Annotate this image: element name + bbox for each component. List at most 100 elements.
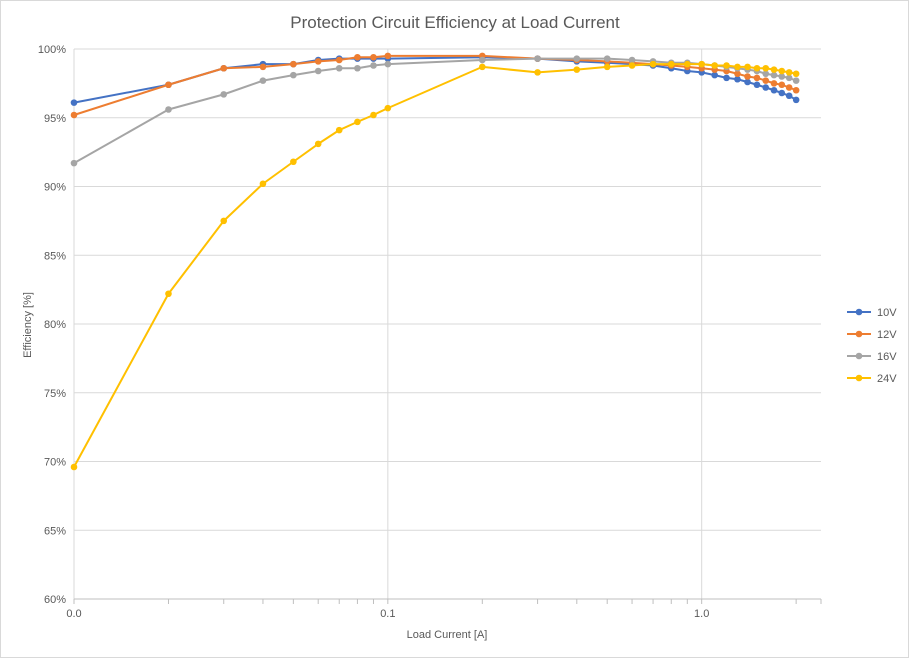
data-point-16V — [354, 64, 361, 72]
data-point-12V — [792, 86, 800, 94]
legend: 10V 12V 16V 24V — [847, 307, 897, 385]
data-point-12V — [785, 84, 793, 91]
data-point-12V — [384, 52, 392, 60]
data-point-16V — [335, 64, 343, 72]
data-point-10V — [711, 71, 718, 79]
data-point-12V — [762, 77, 770, 84]
data-point-24V — [573, 66, 581, 73]
data-point-16V — [785, 74, 793, 82]
data-point-12V — [734, 70, 741, 78]
data-point-12V — [70, 111, 78, 119]
y-tick-label: 85% — [44, 250, 66, 262]
data-point-24V — [314, 140, 322, 148]
legend-label: 24V — [877, 373, 897, 385]
data-point-16V — [314, 67, 322, 75]
data-point-24V — [479, 63, 486, 71]
y-tick-label: 65% — [44, 525, 66, 537]
data-point-10V — [762, 84, 770, 91]
data-point-24V — [384, 104, 392, 112]
y-tick-label: 100% — [38, 44, 66, 56]
data-point-24V — [792, 70, 800, 78]
legend-swatch-marker — [855, 308, 863, 316]
data-point-12V — [314, 58, 322, 65]
y-tick-label: 75% — [44, 388, 66, 400]
gridlines — [73, 48, 821, 600]
data-point-24V — [259, 180, 267, 188]
chart-title: Protection Circuit Efficiency at Load Cu… — [290, 13, 620, 32]
data-point-24V — [290, 158, 297, 166]
data-point-10V — [785, 92, 793, 100]
data-point-24V — [762, 64, 770, 72]
legend-label: 10V — [877, 307, 897, 319]
data-point-16V — [370, 62, 377, 69]
y-tick-label: 60% — [44, 594, 66, 606]
series-lines — [70, 52, 800, 471]
x-axis-title: Load Current [A] — [407, 629, 488, 641]
data-point-24V — [220, 217, 228, 225]
data-point-10V — [734, 75, 741, 83]
data-point-10V — [778, 89, 786, 97]
data-point-24V — [649, 60, 657, 68]
data-point-12V — [778, 81, 786, 89]
data-point-12V — [290, 60, 297, 68]
legend-entry-12V: 12V — [847, 329, 897, 341]
data-point-12V — [165, 81, 172, 89]
data-point-24V — [70, 463, 78, 471]
data-point-24V — [744, 63, 751, 71]
data-point-12V — [335, 56, 343, 64]
data-point-10V — [753, 81, 761, 89]
data-point-12V — [744, 73, 751, 80]
y-axis-title: Efficiency [%] — [22, 292, 34, 358]
x-tick-label: 1.0 — [694, 608, 709, 620]
series-line-16V — [73, 57, 797, 164]
data-point-10V — [744, 78, 751, 86]
legend-entry-24V: 24V — [847, 373, 897, 385]
data-point-16V — [573, 55, 581, 62]
data-point-12V — [354, 53, 361, 61]
data-point-10V — [723, 74, 730, 82]
data-point-24V — [165, 290, 172, 298]
series-line-24V — [73, 63, 797, 468]
data-point-24V — [770, 66, 778, 73]
y-tick-label: 80% — [44, 319, 66, 331]
data-point-10V — [792, 96, 800, 104]
data-point-24V — [667, 60, 675, 68]
data-point-12V — [370, 53, 377, 61]
y-tick-label: 70% — [44, 457, 66, 469]
legend-label: 16V — [877, 351, 897, 363]
data-point-24V — [711, 62, 718, 69]
data-point-16V — [384, 60, 392, 68]
legend-entry-10V: 10V — [847, 307, 897, 319]
data-point-16V — [165, 106, 172, 113]
data-point-16V — [762, 70, 770, 78]
data-point-24V — [734, 63, 741, 71]
axes: 60% 65% 70% 75% 80% 85% 90% 95% 100% 0.0 0.1 1.0 — [38, 44, 822, 620]
data-point-16V — [479, 56, 486, 64]
legend-swatch-marker — [855, 330, 863, 338]
y-tick-label: 95% — [44, 113, 66, 125]
data-point-16V — [770, 71, 778, 79]
data-point-16V — [603, 55, 611, 62]
data-point-16V — [70, 159, 78, 167]
data-point-24V — [354, 118, 361, 126]
data-point-12V — [220, 64, 228, 72]
legend-swatch-marker — [855, 352, 863, 360]
data-point-10V — [70, 99, 78, 106]
data-point-10V — [770, 86, 778, 94]
data-point-24V — [778, 67, 786, 75]
legend-label: 12V — [877, 329, 897, 341]
data-point-16V — [290, 71, 297, 79]
data-point-24V — [335, 126, 343, 134]
data-point-24V — [628, 62, 636, 69]
data-point-24V — [698, 60, 705, 68]
x-tick-label: 0.0 — [66, 608, 81, 620]
legend-swatch-marker — [855, 374, 863, 382]
data-point-16V — [778, 73, 786, 80]
data-point-16V — [259, 77, 267, 84]
legend-entry-16V: 16V — [847, 351, 897, 363]
data-point-12V — [753, 74, 761, 82]
x-tick-label: 0.1 — [380, 608, 395, 620]
data-point-12V — [770, 80, 778, 87]
